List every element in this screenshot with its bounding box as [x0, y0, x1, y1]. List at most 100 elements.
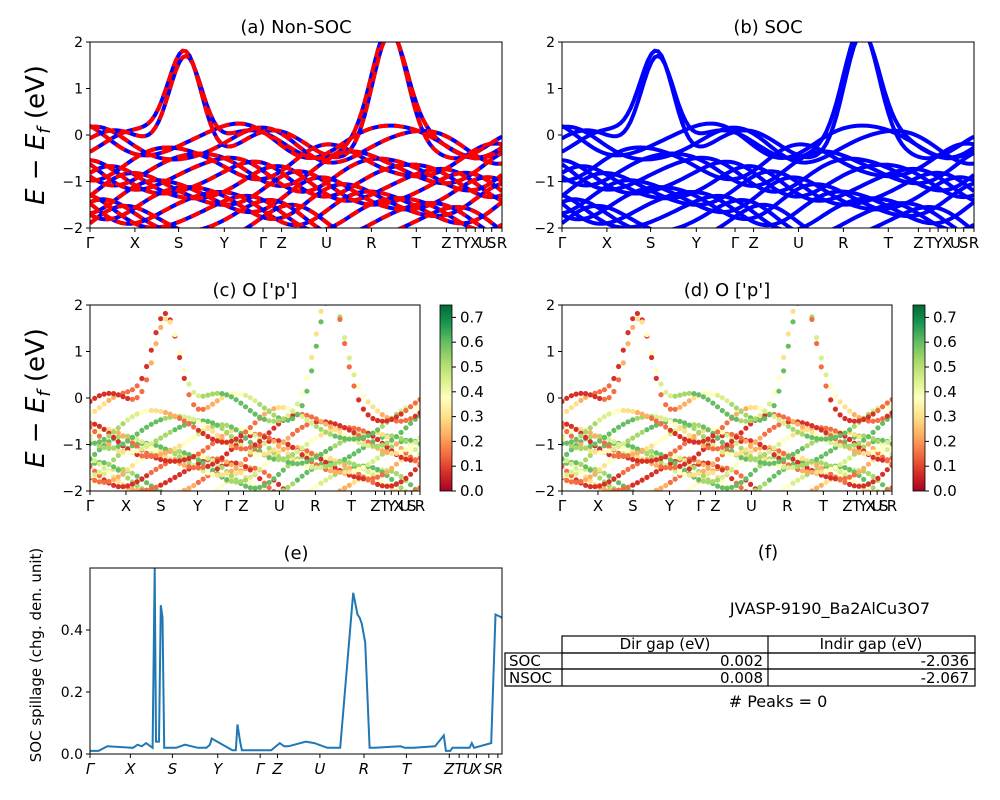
band-line: [562, 141, 974, 183]
xtick-label: Γ: [86, 497, 95, 515]
band-point: [719, 439, 725, 445]
band-point: [880, 471, 886, 477]
xtick-label: U: [314, 760, 325, 778]
band-point: [219, 483, 225, 489]
band-point: [658, 485, 664, 491]
band-point: [342, 469, 348, 475]
band-point: [323, 495, 328, 500]
band-point: [337, 440, 343, 446]
band-point: [228, 438, 234, 444]
band-point: [96, 439, 102, 445]
band-point: [327, 462, 333, 468]
band-point: [649, 448, 655, 454]
colorbar-tick-label: 0.0: [460, 482, 484, 500]
band-point: [346, 469, 352, 475]
band-point: [762, 481, 768, 487]
band-point: [210, 436, 216, 442]
xtick-label: X: [602, 234, 612, 252]
band-point: [332, 427, 338, 433]
xtick-label: T: [402, 760, 413, 778]
band-point: [148, 441, 154, 447]
band-point: [115, 478, 121, 484]
band-point: [266, 418, 272, 424]
band-point: [568, 473, 575, 479]
colorbar-gradient: [912, 304, 926, 492]
band-point: [125, 395, 131, 402]
band-point: [332, 433, 338, 439]
band-point: [729, 414, 735, 420]
band-point: [748, 471, 754, 478]
band-point: [889, 441, 892, 447]
band-point: [597, 389, 603, 395]
band-point: [696, 459, 702, 465]
colorbar-tick-label: 0.4: [460, 383, 484, 401]
band-point: [587, 484, 593, 490]
band-point: [389, 450, 395, 456]
band-point: [195, 419, 201, 425]
band-point: [309, 486, 315, 491]
band-point: [568, 479, 575, 485]
band-point: [667, 419, 674, 425]
band-point: [167, 411, 173, 417]
band-point: [384, 440, 390, 446]
band-point: [856, 440, 862, 446]
xtick-label: Γ: [224, 497, 233, 515]
band-point: [408, 471, 414, 477]
band-point: [884, 413, 890, 419]
band-point: [630, 482, 636, 488]
band-point: [710, 426, 716, 432]
band-point: [851, 412, 857, 418]
xtick-label: Γ: [558, 234, 567, 252]
band-point: [224, 470, 230, 477]
band-point: [252, 411, 258, 417]
band-point: [766, 477, 773, 483]
band-point: [214, 398, 220, 404]
band-point: [417, 461, 420, 467]
band-point: [752, 467, 758, 473]
band-point: [785, 416, 791, 422]
band-point: [733, 411, 740, 417]
band-point: [865, 414, 872, 420]
band-point: [686, 390, 692, 396]
band-point: [200, 406, 206, 412]
band-point: [252, 471, 258, 477]
band-point: [766, 427, 773, 433]
band-point: [384, 483, 390, 489]
band-point: [294, 448, 300, 455]
band-point: [767, 496, 772, 501]
band-point: [847, 455, 853, 461]
band-point: [191, 434, 197, 440]
band-point: [847, 408, 853, 414]
band-point: [805, 298, 810, 303]
band-point: [224, 422, 230, 428]
xtick-label: R: [838, 234, 848, 252]
band-point: [111, 434, 117, 440]
ytick-label: −1: [534, 175, 555, 191]
band-point: [729, 438, 735, 444]
band-point: [172, 474, 178, 480]
band-point: [257, 452, 263, 458]
band-point: [101, 391, 107, 397]
colorbar-tick-label: 0.7: [460, 308, 484, 326]
band-point: [403, 489, 409, 491]
xtick-label: Y: [933, 234, 944, 252]
band-point: [705, 479, 711, 485]
band-point: [332, 421, 338, 427]
band-point: [337, 434, 343, 441]
band-point: [261, 451, 267, 457]
band-point: [616, 487, 622, 491]
band-point: [743, 456, 749, 462]
band-point: [342, 456, 348, 462]
band-point: [356, 436, 362, 442]
band-point: [865, 434, 872, 440]
band-point: [134, 487, 140, 491]
band-point: [700, 424, 707, 430]
band-point: [564, 408, 570, 414]
band-point: [611, 439, 617, 445]
band-point: [733, 441, 740, 447]
band-point: [606, 436, 612, 442]
band-point: [139, 446, 145, 452]
band-point: [842, 443, 848, 449]
band-point: [562, 456, 565, 462]
band-point: [884, 439, 890, 445]
